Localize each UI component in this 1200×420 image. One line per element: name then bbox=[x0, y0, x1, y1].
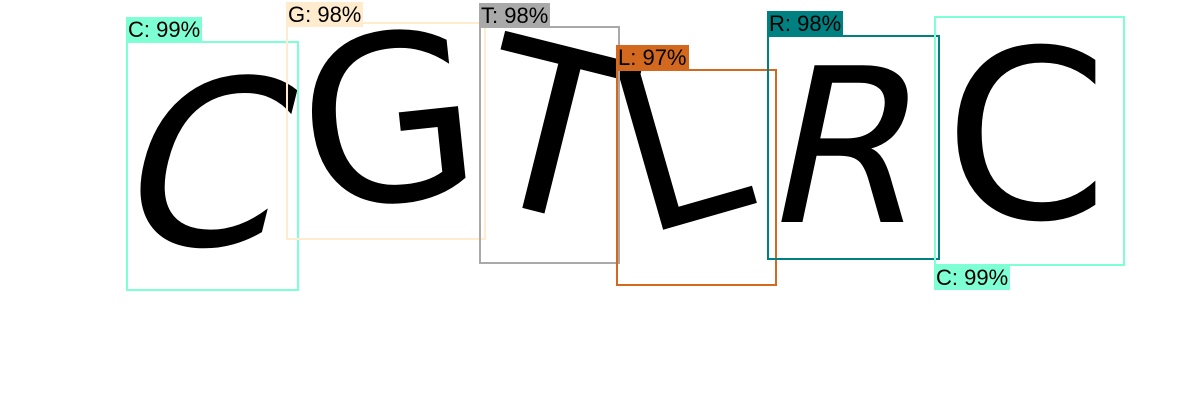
detection-box bbox=[286, 22, 486, 240]
detection-label: C: 99% bbox=[126, 17, 203, 42]
detection-box bbox=[126, 41, 299, 291]
detection-box bbox=[767, 35, 940, 260]
detection-label: G: 98% bbox=[286, 2, 364, 27]
detection-box bbox=[479, 26, 620, 264]
detection-label: L: 97% bbox=[616, 45, 689, 70]
detection-box bbox=[934, 16, 1125, 266]
captcha-glyph: C bbox=[944, 1, 1109, 274]
detection-box bbox=[616, 69, 777, 286]
detection-label: R: 98% bbox=[767, 11, 844, 36]
detection-label: C: 99% bbox=[934, 265, 1011, 290]
detection-label: T: 98% bbox=[479, 3, 551, 28]
